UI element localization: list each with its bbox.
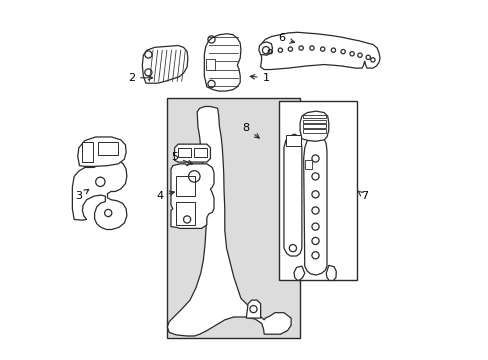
Text: 8: 8 [242,123,259,138]
Polygon shape [72,159,126,229]
Polygon shape [260,32,379,69]
Bar [82,142,93,162]
Bar [194,148,206,157]
Text: 3: 3 [75,189,89,201]
Polygon shape [246,300,260,318]
Polygon shape [171,164,214,228]
Polygon shape [293,266,304,280]
Polygon shape [142,45,187,83]
Bar [175,176,195,196]
Bar [205,59,214,69]
Bar [303,129,325,133]
Polygon shape [174,144,210,162]
Polygon shape [300,111,328,141]
Polygon shape [204,34,241,91]
Bar [303,125,325,128]
Bar [303,120,325,123]
Text: 6: 6 [278,33,294,43]
Text: 7: 7 [357,191,367,201]
Bar [278,101,357,280]
Bar [305,160,311,169]
Polygon shape [78,137,126,166]
Polygon shape [325,265,336,280]
Text: 4: 4 [156,191,174,201]
Text: 1: 1 [250,73,269,83]
Bar [303,115,325,118]
Polygon shape [167,107,290,336]
Bar [167,98,300,338]
Bar [175,202,195,225]
Text: 5: 5 [171,152,192,165]
Bar [178,148,190,157]
Polygon shape [284,134,301,256]
Text: 2: 2 [128,73,152,83]
Bar [285,135,300,146]
Polygon shape [303,134,326,275]
Bar [98,142,118,155]
Polygon shape [258,42,272,55]
